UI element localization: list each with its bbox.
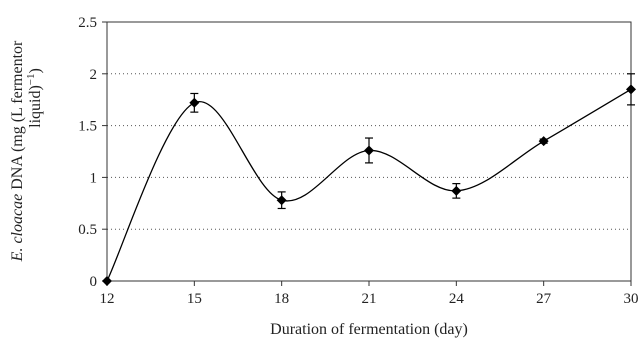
x-tick-label: 24 (449, 291, 465, 307)
y-axis-title-line2: liquid)−1) (25, 68, 44, 128)
x-tick-label: 30 (624, 291, 639, 307)
y-tick-label: 1.5 (78, 119, 97, 135)
y-tick-label: 0 (90, 274, 98, 290)
data-point (364, 145, 374, 156)
gridlines (107, 73, 631, 230)
y-tick-label: 2 (90, 67, 98, 83)
data-point (626, 84, 636, 95)
x-tick-label: 15 (187, 291, 202, 307)
y-axis-title-exponent: −1 (25, 73, 37, 85)
x-tick-label: 18 (274, 291, 289, 307)
x-axis-ticks: 12 15 18 21 24 27 30 (100, 281, 639, 307)
x-tick-label: 21 (362, 291, 377, 307)
data-point (451, 185, 462, 196)
y-axis-title-unit: DNA (mg (L fermentor (9, 40, 26, 194)
y-axis-title-species: E. cloacae (9, 194, 26, 263)
x-tick-label: 12 (100, 291, 115, 307)
x-axis-title: Duration of fermentation (day) (270, 321, 468, 338)
data-point (538, 136, 549, 147)
y-axis-title: E. cloacae DNA (mg (L fermentor (9, 40, 26, 262)
series-line (106, 88, 632, 282)
y-tick-label: 2.5 (78, 15, 97, 31)
y-axis-title-close: ) (27, 68, 44, 73)
y-axis-title-liquid: liquid) (27, 85, 44, 128)
data-point (102, 276, 112, 286)
y-axis-ticks: 0 0.5 1 1.5 2 2.5 (78, 15, 107, 290)
data-point (189, 97, 200, 108)
x-tick-label: 27 (536, 291, 552, 307)
y-tick-label: 0.5 (78, 222, 97, 238)
y-tick-label: 1 (90, 170, 98, 186)
data-point (276, 195, 287, 206)
series (102, 73, 636, 286)
